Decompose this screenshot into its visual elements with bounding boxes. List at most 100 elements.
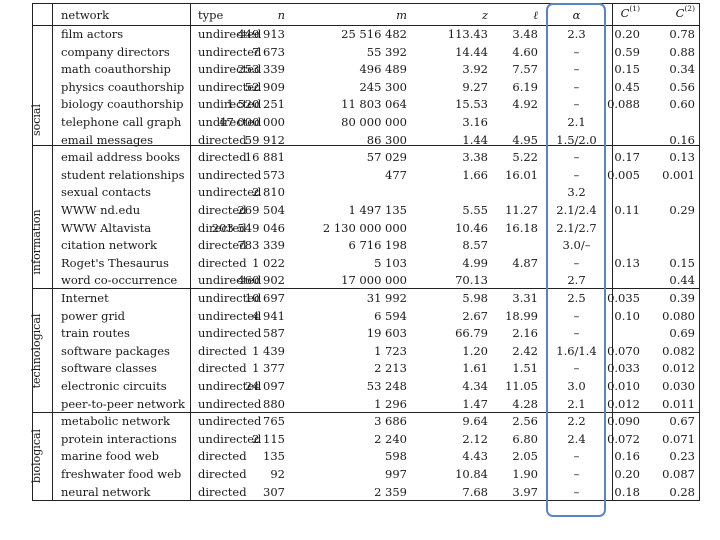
cell-z: 2.12 bbox=[462, 432, 488, 446]
cell-l: 4.28 bbox=[512, 397, 538, 411]
cell-c2: 0.28 bbox=[669, 485, 695, 499]
cell-c1: 0.16 bbox=[614, 449, 640, 463]
rule-information bbox=[32, 288, 700, 289]
cell-network: WWW nd.edu bbox=[61, 203, 141, 217]
cell-type: directed bbox=[198, 221, 247, 235]
cell-l: 2.42 bbox=[512, 344, 538, 358]
header-z: z bbox=[481, 8, 488, 22]
cell-c2: 0.087 bbox=[662, 467, 695, 481]
cell-z: 3.92 bbox=[462, 62, 488, 76]
cell-m: 57 029 bbox=[366, 150, 407, 164]
cell-z: 4.34 bbox=[462, 379, 488, 393]
cell-alpha: 2.3 bbox=[567, 27, 586, 41]
rule-header bbox=[32, 25, 700, 26]
cell-n: 24 097 bbox=[244, 379, 285, 393]
cell-l: 16.01 bbox=[505, 168, 538, 182]
cell-m: 997 bbox=[385, 467, 407, 481]
cell-alpha: 2.7 bbox=[567, 273, 586, 287]
cell-l: 3.48 bbox=[512, 27, 538, 41]
cell-alpha: – bbox=[573, 97, 580, 111]
cell-c2: 0.23 bbox=[669, 449, 695, 463]
cell-n: 1 439 bbox=[252, 344, 285, 358]
cell-n: 307 bbox=[263, 485, 285, 499]
cell-c1: 0.18 bbox=[614, 485, 640, 499]
cell-z: 5.98 bbox=[462, 291, 488, 305]
cell-network: Roget's Thesaurus bbox=[61, 256, 169, 270]
cell-alpha: 2.4 bbox=[567, 432, 586, 446]
cell-n: 783 339 bbox=[237, 238, 285, 252]
header-m: m bbox=[396, 8, 407, 22]
cell-type: undirected bbox=[198, 432, 262, 446]
cell-m: 1 723 bbox=[374, 344, 407, 358]
cell-alpha: – bbox=[573, 256, 580, 270]
cell-z: 7.68 bbox=[462, 485, 488, 499]
cell-c1: 0.070 bbox=[607, 344, 640, 358]
cell-network: citation network bbox=[61, 238, 157, 252]
cell-c2: 0.082 bbox=[662, 344, 695, 358]
group-label-biological: biological bbox=[30, 428, 43, 484]
cell-n: 4 941 bbox=[252, 309, 285, 323]
header-type: type bbox=[198, 8, 224, 22]
cell-c1: 0.59 bbox=[614, 45, 640, 59]
cell-m: 86 300 bbox=[366, 133, 407, 147]
cell-type: directed bbox=[198, 344, 247, 358]
cell-l: 2.16 bbox=[512, 326, 538, 340]
cell-n: 47 000 000 bbox=[219, 115, 285, 129]
cell-network: company directors bbox=[61, 45, 170, 59]
cell-m: 2 213 bbox=[374, 361, 407, 375]
cell-z: 1.66 bbox=[462, 168, 488, 182]
cell-c1: 0.15 bbox=[614, 62, 640, 76]
cell-c2: 0.60 bbox=[669, 97, 695, 111]
cell-l: 2.56 bbox=[512, 414, 538, 428]
cell-network: software packages bbox=[61, 344, 170, 358]
cell-l: 1.51 bbox=[512, 361, 538, 375]
cell-z: 4.99 bbox=[462, 256, 488, 270]
cell-alpha: – bbox=[573, 485, 580, 499]
cell-c2: 0.16 bbox=[669, 133, 695, 147]
cell-n: 16 881 bbox=[244, 150, 285, 164]
cell-c2: 0.15 bbox=[669, 256, 695, 270]
header-alpha: α bbox=[572, 8, 581, 22]
cell-z: 5.55 bbox=[462, 203, 488, 217]
alpha-column-highlight bbox=[546, 3, 606, 517]
cell-network: email address books bbox=[61, 150, 180, 164]
cell-z: 1.47 bbox=[462, 397, 488, 411]
cell-alpha: – bbox=[573, 168, 580, 182]
cell-network: physics coauthorship bbox=[61, 80, 185, 94]
cell-m: 3 686 bbox=[374, 414, 407, 428]
cell-l: 5.22 bbox=[512, 150, 538, 164]
cell-c2: 0.56 bbox=[669, 80, 695, 94]
cell-m: 19 603 bbox=[366, 326, 407, 340]
cell-alpha: – bbox=[573, 45, 580, 59]
cell-n: 587 bbox=[263, 326, 285, 340]
cell-c2: 0.88 bbox=[669, 45, 695, 59]
cell-n: 203 549 046 bbox=[211, 221, 285, 235]
cell-m: 53 248 bbox=[366, 379, 407, 393]
cell-type: undirected bbox=[198, 414, 262, 428]
cell-n: 573 bbox=[263, 168, 285, 182]
cell-n: 52 909 bbox=[244, 80, 285, 94]
rule-alpha-sep bbox=[612, 3, 613, 501]
cell-z: 3.16 bbox=[462, 115, 488, 129]
cell-network: neural network bbox=[61, 485, 151, 499]
cell-c1: 0.13 bbox=[614, 256, 640, 270]
cell-c1: 0.012 bbox=[607, 397, 640, 411]
cell-network: email messages bbox=[61, 133, 154, 147]
group-label-technological: technological bbox=[30, 313, 43, 389]
cell-l: 6.80 bbox=[512, 432, 538, 446]
cell-alpha: – bbox=[573, 80, 580, 94]
cell-type: directed bbox=[198, 361, 247, 375]
cell-z: 70.13 bbox=[455, 273, 488, 287]
cell-c1: 0.11 bbox=[614, 203, 640, 217]
cell-z: 8.57 bbox=[462, 238, 488, 252]
cell-z: 1.44 bbox=[462, 133, 488, 147]
cell-type: undirected bbox=[198, 27, 262, 41]
cell-type: directed bbox=[198, 256, 247, 270]
cell-alpha: 2.1 bbox=[567, 397, 586, 411]
rule-social bbox=[32, 145, 700, 146]
cell-m: 80 000 000 bbox=[341, 115, 407, 129]
cell-c2: 0.030 bbox=[662, 379, 695, 393]
header-network: network bbox=[61, 8, 110, 22]
cell-type: undirected bbox=[198, 379, 262, 393]
cell-network: software classes bbox=[61, 361, 157, 375]
